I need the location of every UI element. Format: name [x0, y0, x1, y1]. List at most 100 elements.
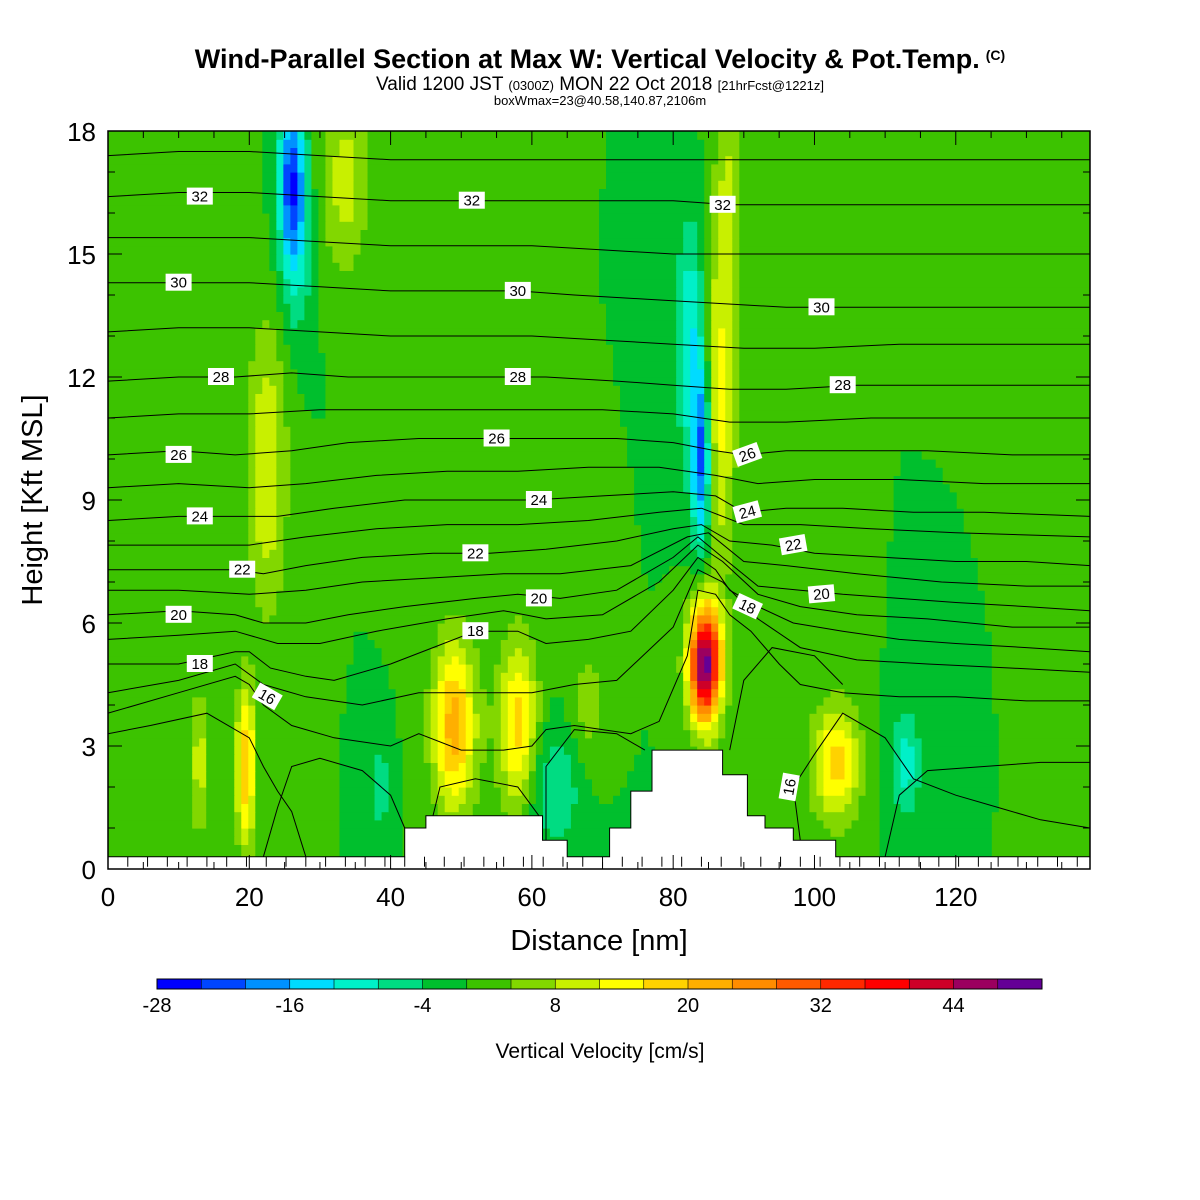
velocity-cell [248, 467, 256, 476]
velocity-cell [732, 311, 740, 321]
velocity-cell [683, 352, 691, 362]
velocity-cell [248, 696, 256, 706]
contour-label-bg [165, 445, 192, 463]
velocity-cell [290, 500, 635, 509]
velocity-cell [283, 270, 305, 280]
velocity-cell [283, 516, 635, 526]
velocity-cell [739, 213, 1090, 222]
velocity-cell [732, 491, 895, 501]
velocity-cell [725, 647, 733, 657]
velocity-cell [234, 819, 242, 829]
velocity-cell [479, 787, 502, 796]
velocity-cell [500, 639, 537, 649]
velocity-cell [465, 737, 474, 747]
velocity-cell [108, 237, 270, 247]
velocity-cell [255, 705, 348, 714]
velocity-cell [297, 385, 327, 394]
velocity-cell [276, 180, 284, 189]
velocity-cell [255, 336, 277, 345]
velocity-cell [711, 639, 719, 649]
velocity-cell [879, 844, 993, 854]
velocity-cell [570, 762, 586, 772]
velocity-cell [374, 639, 439, 649]
velocity-cell [430, 672, 439, 681]
velocity-cell [283, 196, 291, 206]
velocity-cell [739, 450, 902, 460]
velocity-cell [290, 483, 635, 493]
velocity-cell [739, 180, 1090, 189]
velocity-cell [339, 811, 376, 821]
velocity-cell [718, 377, 726, 386]
velocity-cell [430, 680, 439, 690]
velocity-cell [493, 778, 509, 788]
velocity-cell [942, 467, 1090, 476]
velocity-cell [374, 770, 390, 780]
velocity-cell [851, 729, 867, 739]
velocity-cell [276, 434, 291, 444]
velocity-cell [465, 729, 474, 739]
velocity-cell [690, 344, 698, 353]
theta-contour [262, 757, 406, 857]
velocity-cell [739, 245, 1090, 255]
velocity-cell [886, 549, 972, 558]
velocity-cell [332, 188, 355, 198]
velocity-cell [276, 295, 284, 304]
velocity-cell [718, 213, 733, 222]
velocity-cell [192, 729, 207, 739]
velocity-cell [353, 163, 369, 173]
velocity-cell [711, 442, 719, 452]
velocity-cell [577, 672, 600, 681]
velocity-cell [521, 787, 530, 796]
velocity-cell [528, 844, 663, 854]
velocity-cell [851, 721, 860, 731]
velocity-cell [206, 787, 235, 796]
velocity-cell [248, 426, 256, 435]
velocity-cell [809, 762, 818, 772]
velocity-cell [276, 155, 284, 165]
velocity-cell [697, 286, 705, 296]
velocity-cell [613, 344, 677, 353]
velocity-cell [325, 360, 614, 370]
velocity-cell [388, 664, 432, 673]
theta-contour [108, 544, 1090, 644]
velocity-cell [984, 606, 1090, 616]
velocity-cell [108, 623, 439, 632]
velocity-cell [388, 762, 404, 772]
contour-label-text: 24 [191, 508, 208, 525]
velocity-cell [732, 336, 740, 345]
theta-contour [108, 569, 1090, 706]
velocity-cell [108, 582, 256, 591]
velocity-cell [241, 680, 256, 690]
velocity-cell [704, 491, 712, 501]
velocity-cell [437, 672, 446, 681]
velocity-cell [255, 770, 341, 780]
velocity-cell [255, 327, 277, 337]
velocity-cell [984, 590, 1090, 599]
velocity-cell [725, 434, 733, 444]
velocity-cell [283, 409, 313, 419]
velocity-cell [192, 746, 207, 755]
contour-label-text: 18 [191, 656, 208, 673]
velocity-cell [276, 254, 284, 263]
velocity-cell [297, 368, 327, 378]
velocity-cell [514, 614, 523, 624]
velocity-cell [683, 286, 698, 296]
velocity-cell [444, 713, 460, 722]
velocity-cell [991, 655, 1090, 665]
velocity-cell [599, 680, 684, 690]
velocity-cell [290, 491, 635, 501]
velocity-cell [542, 713, 551, 722]
velocity-cell [262, 163, 277, 173]
velocity-cell [935, 459, 1090, 468]
velocity-cell [900, 459, 937, 468]
velocity-cell [711, 213, 719, 222]
velocity-cell [704, 459, 712, 468]
velocity-cell [388, 672, 432, 681]
contour-label-text: 32 [714, 197, 731, 214]
velocity-cell [823, 795, 853, 804]
velocity-cell [690, 688, 698, 698]
velocity-cell [549, 705, 565, 714]
colorbar-label: Vertical Velocity [cm/s] [496, 1040, 705, 1063]
velocity-cell [108, 319, 263, 329]
velocity-cell [718, 139, 740, 148]
